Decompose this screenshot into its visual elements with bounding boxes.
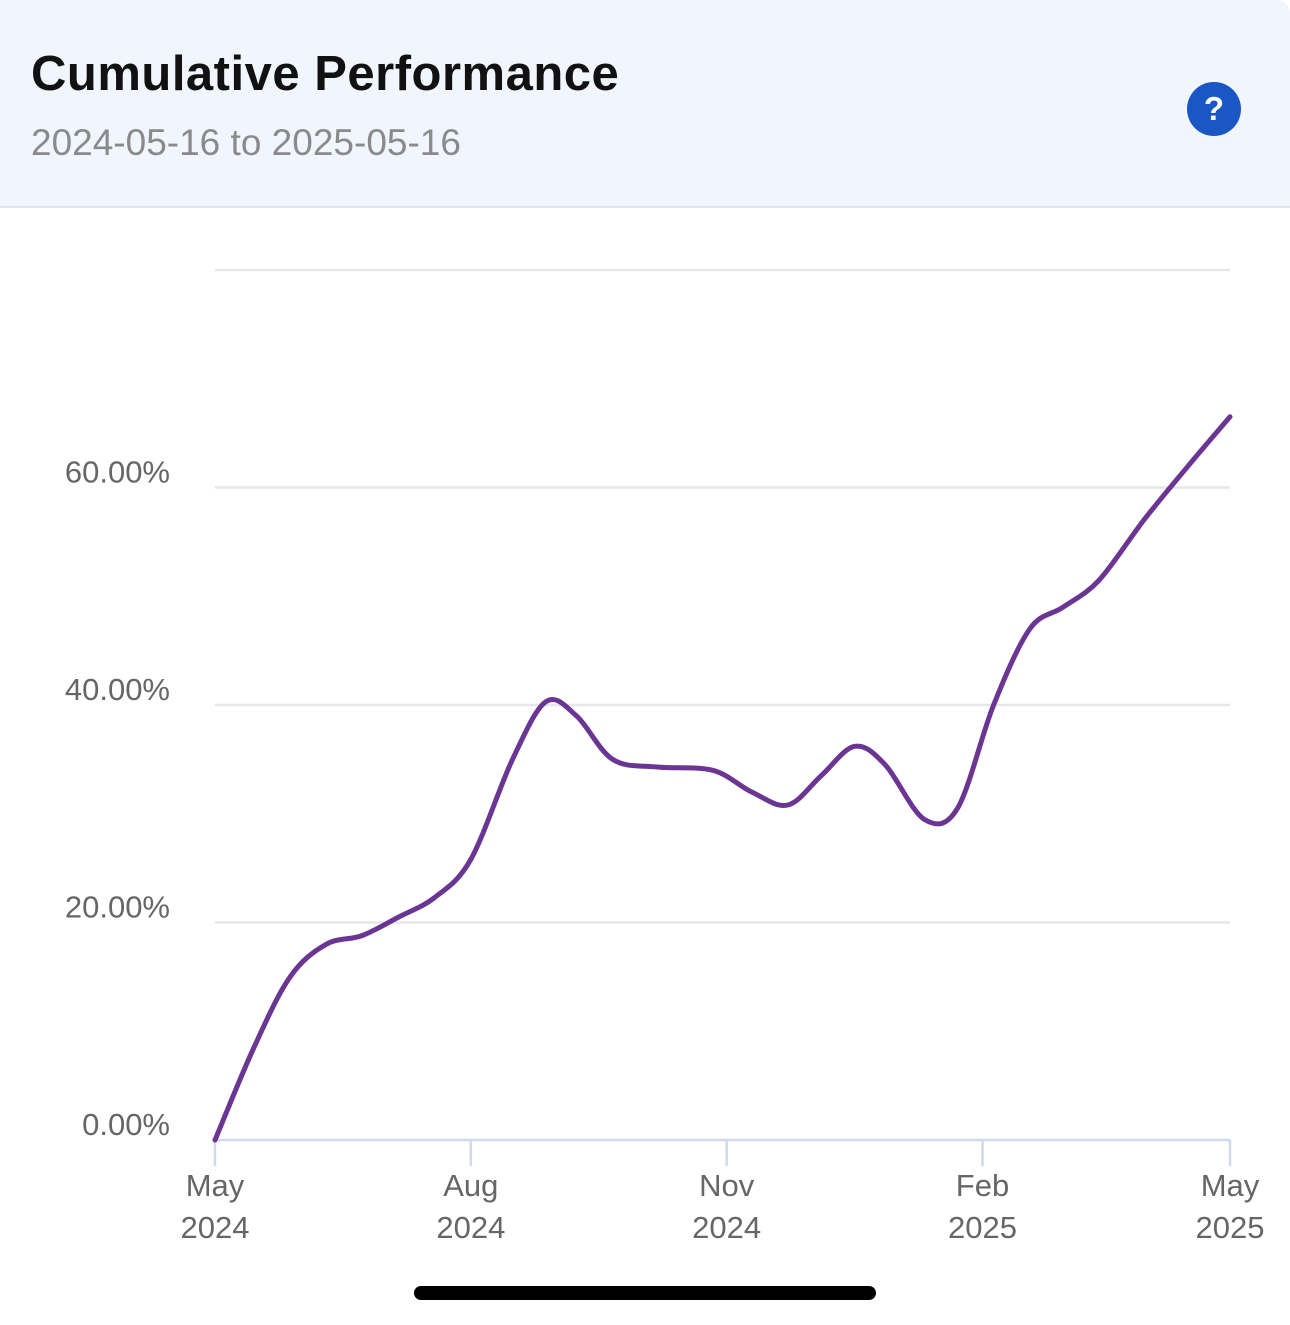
series-layer <box>212 414 1233 1143</box>
y-tick-label: 40.00% <box>65 672 170 707</box>
date-range-subtitle: 2024-05-16 to 2025-05-16 <box>31 122 461 163</box>
help-button[interactable]: ? <box>1187 82 1241 136</box>
x-tick-label-month: Nov <box>699 1168 755 1203</box>
y-axis-labels: 0.00% 20.00% 40.00% 60.00% <box>65 455 170 1143</box>
page-title: Cumulative Performance <box>31 47 620 101</box>
y-tick-label: 60.00% <box>65 455 170 490</box>
x-axis <box>213 1138 1232 1166</box>
question-mark-icon: ? <box>1203 90 1225 127</box>
x-tick-label-month: May <box>1201 1168 1260 1203</box>
x-tick-label-year: 2024 <box>692 1210 761 1245</box>
x-axis-labels: May 2024 Aug 2024 Nov 2024 Feb 2025 May 2025 <box>181 1168 1265 1245</box>
grid-lines <box>215 268 1230 924</box>
series-line <box>212 414 1233 1143</box>
x-tick-label-year: 2024 <box>181 1210 250 1245</box>
x-tick-label-year: 2024 <box>436 1210 505 1245</box>
x-tick-label-year: 2025 <box>1196 1210 1265 1245</box>
performance-line-chart: 0.00% 20.00% 40.00% 60.00% May 2024 Aug 2024 No… <box>65 268 1265 1245</box>
x-tick-label-month: May <box>186 1168 245 1203</box>
x-tick-label-year: 2025 <box>948 1210 1017 1245</box>
home-indicator <box>414 1286 876 1300</box>
y-tick-label: 0.00% <box>82 1107 170 1142</box>
x-tick-label-month: Aug <box>443 1168 498 1203</box>
y-tick-label: 20.00% <box>65 890 170 925</box>
x-tick-label-month: Feb <box>956 1168 1009 1203</box>
card-header: Cumulative Performance 2024-05-16 to 202… <box>0 0 1290 208</box>
